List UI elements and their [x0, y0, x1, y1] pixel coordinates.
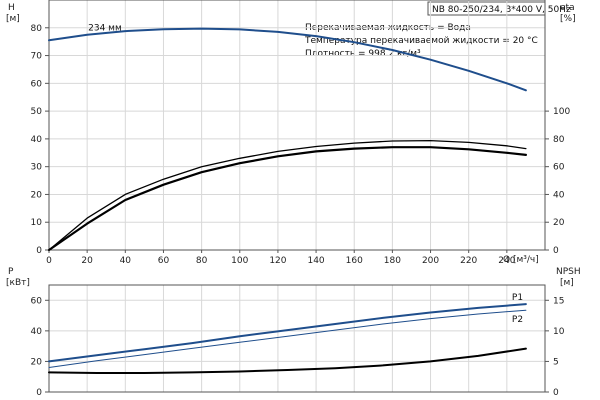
top-right-axis-title: eta [560, 3, 575, 13]
top-left-tick-label: 70 [31, 52, 43, 62]
bottom-right-tick-label: 15 [553, 296, 564, 306]
top-right-tick-label: 60 [553, 163, 565, 173]
bottom-series-label: P1 [512, 293, 523, 303]
top-series-label: 234 мм [88, 24, 122, 34]
top-series-1 [48, 139, 527, 251]
info-line-2: Температура перекачиваемой жидкости = 20… [304, 36, 538, 46]
bottom-frame [48, 284, 546, 393]
x-tick-label: 160 [346, 256, 363, 266]
top-series-0 [48, 27, 527, 92]
top-left-tick-label: 60 [31, 79, 43, 89]
x-tick-label: 80 [196, 256, 208, 266]
top-right-axis-unit: [%] [560, 14, 576, 24]
x-tick-label: 180 [384, 256, 401, 266]
bottom-panel: 0 20 40 60 0 5 10 15 P1 P2 [31, 284, 565, 398]
top-left-tick-label: 30 [31, 163, 43, 173]
x-axis-title: Q [м³/ч] [503, 255, 539, 265]
bottom-right-tick-label: 0 [553, 388, 559, 398]
top-right-tick-label: 80 [553, 135, 565, 145]
x-tick-label: 0 [46, 256, 52, 266]
top-panel: 0 10 20 30 40 50 60 70 80 0 20 40 60 80 100 0 20 40 60 80 10… [31, 0, 570, 266]
top-right-tick-label: 0 [553, 246, 559, 256]
top-left-tick-label: 0 [36, 246, 42, 256]
bottom-left-tick-label: 40 [31, 327, 43, 337]
x-tick-label: 20 [81, 256, 93, 266]
bottom-right-tick-label: 10 [553, 327, 565, 337]
bottom-left-tick-label: 20 [31, 357, 43, 367]
bottom-right-axis-unit: [м] [560, 278, 574, 288]
x-tick-label: 120 [269, 256, 286, 266]
x-tick-label: 200 [422, 256, 439, 266]
info-line-3: Плотность = 998.2 кг/м³ [305, 49, 421, 59]
top-left-tick-label: 40 [31, 135, 43, 145]
top-right-tick-label: 100 [553, 107, 570, 117]
x-tick-label: 220 [460, 256, 477, 266]
top-left-tick-label: 20 [31, 190, 43, 200]
top-series-2 [47, 146, 528, 252]
top-right-tick-label: 20 [553, 218, 565, 228]
top-left-tick-label: 80 [31, 24, 43, 34]
x-tick-label: 100 [231, 256, 248, 266]
bottom-left-tick-label: 60 [31, 296, 43, 306]
top-frame [48, 0, 546, 251]
x-tick-label: 40 [120, 256, 132, 266]
bottom-left-axis-unit: [кВт] [6, 278, 30, 288]
top-left-tick-label: 50 [31, 107, 43, 117]
bottom-left-tick-label: 0 [36, 388, 42, 398]
info-title: NB 80-250/234, 3*400 V, 50Hz [432, 5, 571, 15]
bottom-right-tick-label: 5 [553, 357, 559, 367]
top-right-tick-label: 40 [553, 190, 565, 200]
x-tick-label: 240 [498, 256, 515, 266]
top-left-axis-title: H [8, 3, 15, 13]
top-left-axis-unit: [м] [6, 14, 20, 24]
info-panel: NB 80-250/234, 3*400 V, 50Hz Перекачивае… [304, 1, 571, 59]
bottom-series-label: P2 [512, 315, 523, 325]
bottom-series-2 [48, 347, 527, 374]
bottom-right-axis-title: NPSH [556, 267, 581, 277]
bottom-left-axis-title: P [8, 267, 14, 277]
x-tick-label: 140 [307, 256, 324, 266]
x-tick-label: 60 [158, 256, 170, 266]
bottom-series-1 [48, 309, 527, 368]
top-left-tick-label: 10 [31, 218, 43, 228]
bottom-series-0 [48, 303, 527, 363]
